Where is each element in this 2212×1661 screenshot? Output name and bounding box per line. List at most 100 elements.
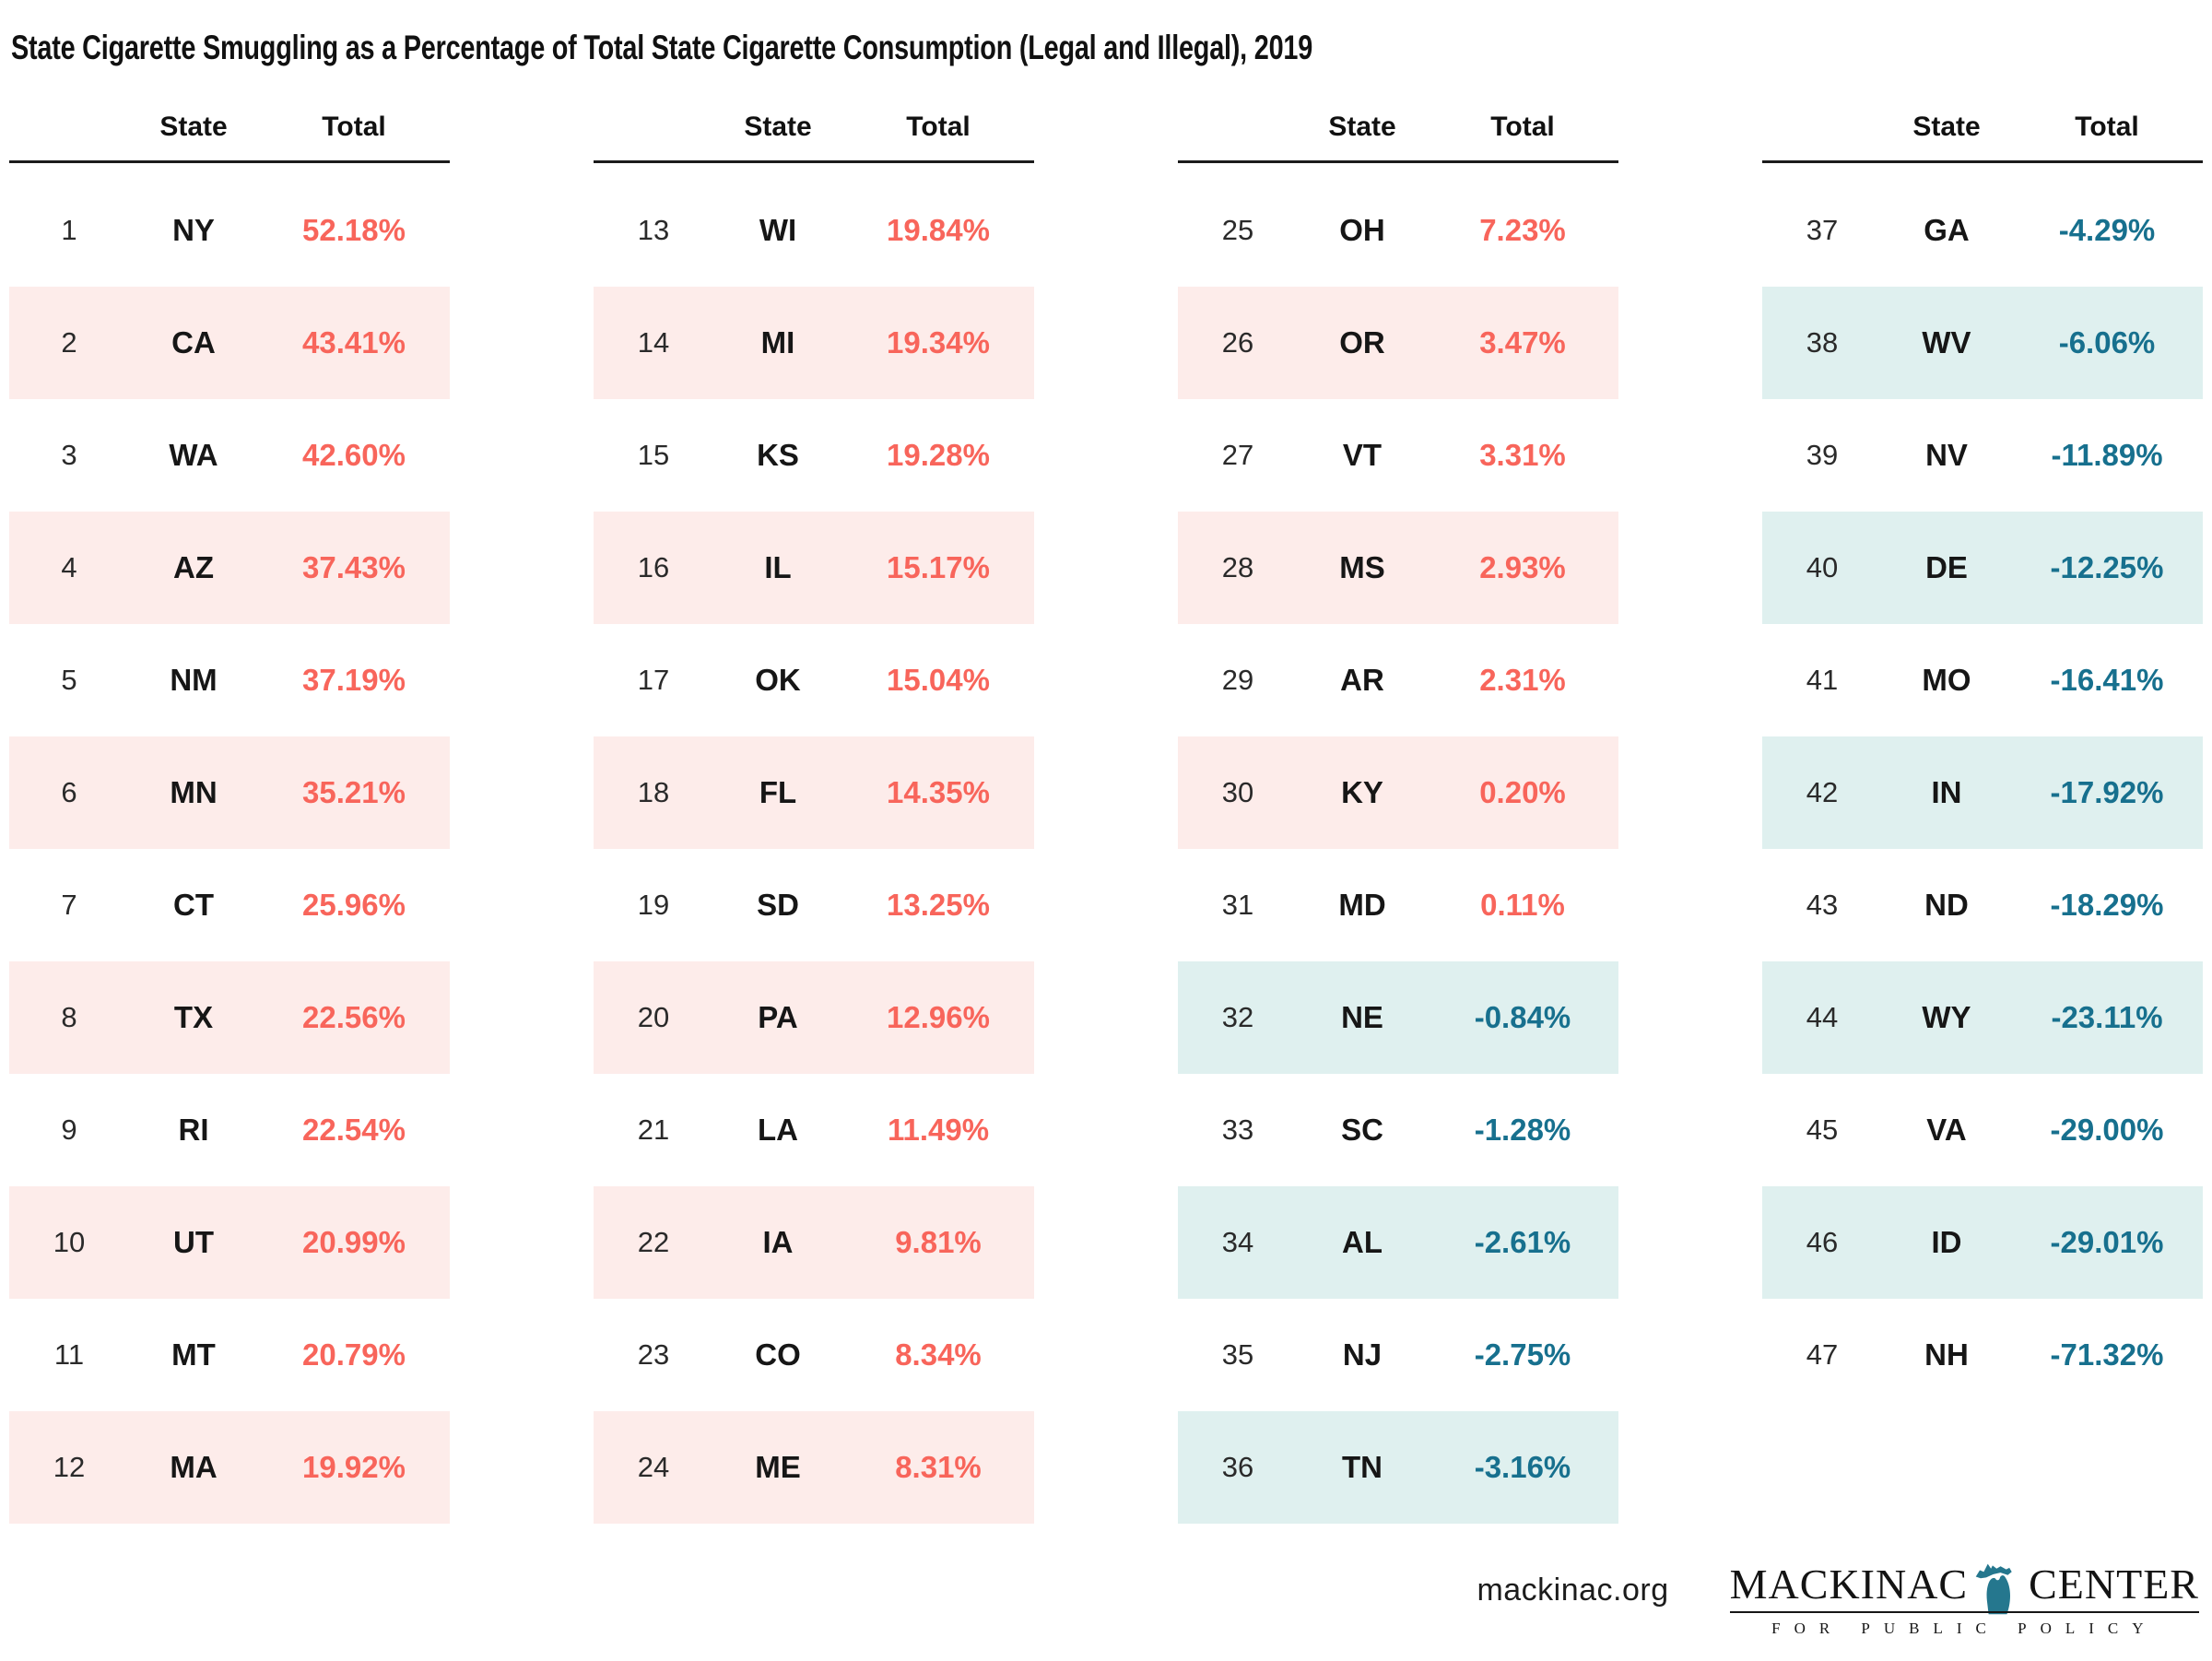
total-cell: -17.92%: [2050, 775, 2164, 809]
state-cell: NE: [1341, 1000, 1383, 1034]
total-cell: 12.96%: [887, 1000, 990, 1034]
total-cell: -6.06%: [2058, 325, 2156, 359]
rank-cell: 24: [637, 1451, 670, 1483]
total-cell: 35.21%: [302, 775, 406, 809]
state-column-header: State: [1328, 112, 1396, 142]
table-row: 32 NE -0.84%: [1178, 961, 1618, 1074]
state-cell: SC: [1341, 1113, 1383, 1147]
table-row: 46 ID -29.01%: [1762, 1186, 2203, 1299]
total-cell: -2.61%: [1474, 1225, 1571, 1259]
rank-cell: 27: [1221, 439, 1254, 471]
table-rows: 37 GA -4.29% 38 WV -6.06% 39 NV -11.89% 40 DE -12.2…: [1762, 174, 2203, 1411]
logo-word-mackinac: MACKINAC: [1729, 1561, 1969, 1608]
table-row: 41 MO -16.41%: [1762, 624, 2203, 736]
state-cell: NV: [1925, 438, 1968, 472]
total-column-header: Total: [2075, 112, 2139, 142]
state-cell: NM: [170, 663, 218, 697]
table-row: 20 PA 12.96%: [594, 961, 1034, 1074]
state-cell: WA: [169, 438, 218, 472]
mackinac-center-logo: MACKINAC CENTER FOR PUBLIC POLICY: [1729, 1550, 2199, 1638]
state-cell: ME: [755, 1450, 801, 1484]
rank-cell: 44: [1806, 1001, 1839, 1033]
table-row: 21 LA 11.49%: [594, 1074, 1034, 1186]
table-row: 14 MI 19.34%: [594, 287, 1034, 399]
rank-cell: 21: [637, 1113, 670, 1146]
state-column-header: State: [744, 112, 812, 142]
state-cell: MS: [1339, 550, 1385, 584]
state-cell: OH: [1339, 213, 1385, 247]
table-row: 23 CO 8.34%: [594, 1299, 1034, 1411]
rank-cell: 3: [61, 439, 77, 471]
header-rule: [9, 160, 450, 163]
table-row: 1 NY 52.18%: [9, 174, 450, 287]
table-row: 13 WI 19.84%: [594, 174, 1034, 287]
rank-cell: 43: [1806, 889, 1839, 921]
rank-cell: 22: [637, 1226, 670, 1258]
table-row: 10 UT 20.99%: [9, 1186, 450, 1299]
table-row: 2 CA 43.41%: [9, 287, 450, 399]
table-column-group-2: State Total 13 WI 19.84% 14 MI 19.34% 15 KS 19.2…: [594, 98, 1034, 1524]
state-cell: LA: [758, 1113, 798, 1147]
table-row: 39 NV -11.89%: [1762, 399, 2203, 512]
state-cell: AL: [1342, 1225, 1382, 1259]
rank-cell: 46: [1806, 1226, 1839, 1258]
total-cell: 0.20%: [1479, 775, 1566, 809]
total-cell: 9.81%: [895, 1225, 982, 1259]
total-cell: -11.89%: [2051, 438, 2163, 472]
state-cell: GA: [1924, 213, 1970, 247]
total-cell: 2.93%: [1479, 550, 1566, 584]
table-column-group-4: State Total 37 GA -4.29% 38 WV -6.06% 39 NV -11.…: [1762, 98, 2203, 1524]
table-row: 27 VT 3.31%: [1178, 399, 1618, 512]
total-cell: 15.04%: [887, 663, 990, 697]
column-group-header: State Total: [594, 98, 1034, 157]
logo-word-center: CENTER: [2029, 1561, 2199, 1608]
state-cell: WV: [1922, 325, 1971, 359]
rank-cell: 33: [1221, 1113, 1254, 1146]
total-cell: 19.84%: [887, 213, 990, 247]
state-cell: TX: [173, 1000, 214, 1034]
table-row: 47 NH -71.32%: [1762, 1299, 2203, 1411]
state-cell: MT: [171, 1337, 216, 1372]
table-row: 37 GA -4.29%: [1762, 174, 2203, 287]
total-cell: 25.96%: [302, 888, 406, 922]
header-rule: [1178, 160, 1618, 163]
table-row: 36 TN -3.16%: [1178, 1411, 1618, 1524]
state-cell: AZ: [173, 550, 214, 584]
rank-cell: 20: [637, 1001, 670, 1033]
column-group-header: State Total: [1178, 98, 1618, 157]
table-row: 8 TX 22.56%: [9, 961, 450, 1074]
total-cell: 13.25%: [887, 888, 990, 922]
page-title: State Cigarette Smuggling as a Percentag…: [11, 28, 1313, 66]
rank-cell: 32: [1221, 1001, 1254, 1033]
rank-cell: 37: [1806, 214, 1839, 246]
rank-cell: 14: [637, 326, 670, 359]
table-column-group-1: State Total 1 NY 52.18% 2 CA 43.41% 3 WA 42.60% 4…: [9, 98, 450, 1524]
state-cell: OR: [1339, 325, 1385, 359]
rank-cell: 29: [1221, 664, 1254, 696]
ranking-table: State Total 1 NY 52.18% 2 CA 43.41% 3 WA 42.60% 4…: [9, 98, 2203, 1524]
rank-cell: 10: [53, 1226, 86, 1258]
rank-cell: 26: [1221, 326, 1254, 359]
rank-cell: 5: [61, 664, 77, 696]
state-cell: RI: [178, 1113, 209, 1147]
total-cell: 20.79%: [302, 1337, 406, 1372]
logo-tagline: FOR PUBLIC POLICY: [1771, 1620, 2158, 1637]
total-cell: 19.34%: [887, 325, 990, 359]
total-cell: 8.31%: [895, 1450, 982, 1484]
total-cell: 22.56%: [302, 1000, 406, 1034]
rank-cell: 13: [637, 214, 670, 246]
rank-cell: 42: [1806, 776, 1839, 808]
total-cell: 20.99%: [302, 1225, 406, 1259]
column-group-header: State Total: [9, 98, 450, 157]
table-row: 18 FL 14.35%: [594, 736, 1034, 849]
total-cell: -2.75%: [1474, 1337, 1571, 1372]
rank-cell: 11: [53, 1338, 85, 1371]
website-url: mackinac.org: [1477, 1573, 1669, 1608]
total-cell: -29.00%: [2050, 1113, 2164, 1147]
state-column-header: State: [1912, 112, 1981, 142]
table-row: 30 KY 0.20%: [1178, 736, 1618, 849]
table-row: 22 IA 9.81%: [594, 1186, 1034, 1299]
table-row: 33 SC -1.28%: [1178, 1074, 1618, 1186]
state-cell: VT: [1342, 438, 1382, 472]
total-cell: 3.31%: [1479, 438, 1566, 472]
